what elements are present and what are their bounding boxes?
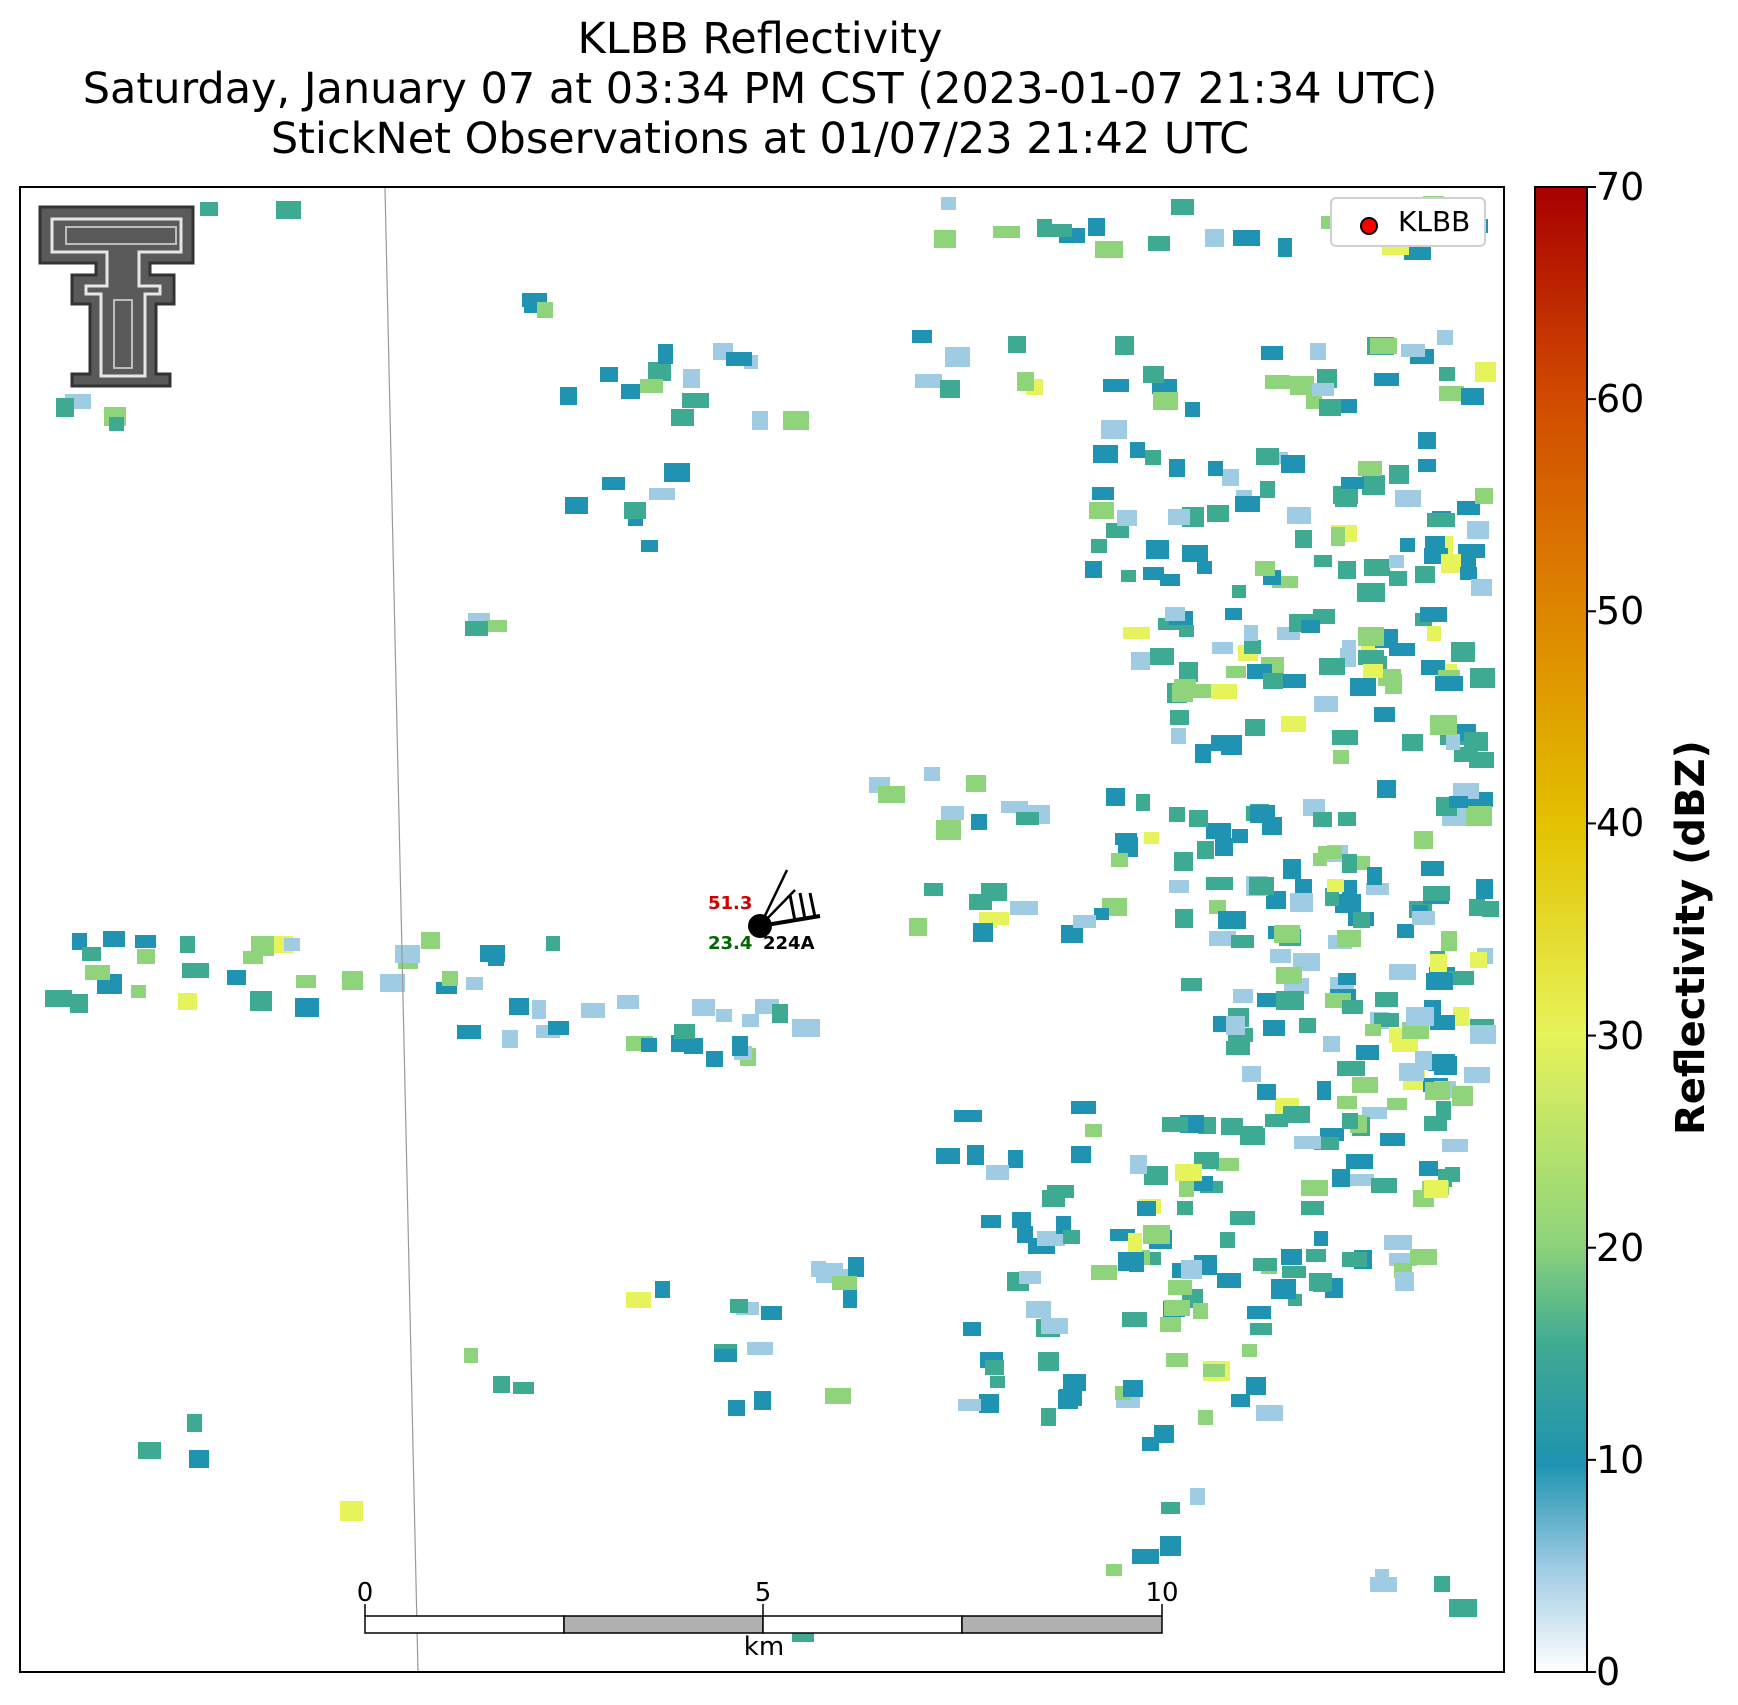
scale-label-0: 0	[356, 1578, 374, 1608]
colorbar-tick-label: 50	[1596, 589, 1645, 634]
reflectivity-field	[45, 196, 1499, 1642]
gust-line	[758, 869, 789, 927]
colorbar-tick-label: 10	[1596, 1437, 1645, 1482]
map-legend: KLBB	[1330, 197, 1486, 247]
colorbar-tick-label: 20	[1596, 1225, 1645, 1270]
map-frame	[19, 186, 1505, 1673]
map-title: KLBB Reflectivity	[577, 14, 943, 64]
colorbar-tick-label: 70	[1596, 165, 1645, 209]
legend-label: KLBB	[1398, 205, 1471, 238]
colorbar-tick-label: 40	[1596, 801, 1645, 846]
colorbar-tick-label: 0	[1596, 1650, 1621, 1694]
colorbar-label: Reflectivity (dBZ)	[1668, 740, 1714, 1135]
colorbar-tick-label: 30	[1596, 1013, 1645, 1058]
county-boundary	[384, 187, 419, 1673]
station-plot-224A	[748, 869, 821, 938]
scale-label-10: 10	[1145, 1578, 1179, 1608]
scale-unit: km	[743, 1632, 785, 1662]
wind-barb-staff	[759, 914, 821, 928]
map-subtitle-obs: StickNet Observations at 01/07/23 21:42 …	[270, 114, 1250, 164]
scale-label-5: 5	[754, 1578, 772, 1608]
map-subtitle-time: Saturday, January 07 at 03:34 PM CST (20…	[82, 64, 1438, 114]
station-id: 224A	[763, 933, 815, 954]
colorbar	[1534, 186, 1596, 1673]
texas-tech-double-t-logo	[38, 205, 195, 388]
station-temperature: 51.3	[708, 893, 753, 914]
station-dewpoint: 23.4	[708, 933, 753, 954]
radar-site-marker-icon	[1360, 217, 1378, 235]
colorbar-tick-label: 60	[1596, 377, 1645, 422]
scale-bar	[364, 1604, 1163, 1634]
